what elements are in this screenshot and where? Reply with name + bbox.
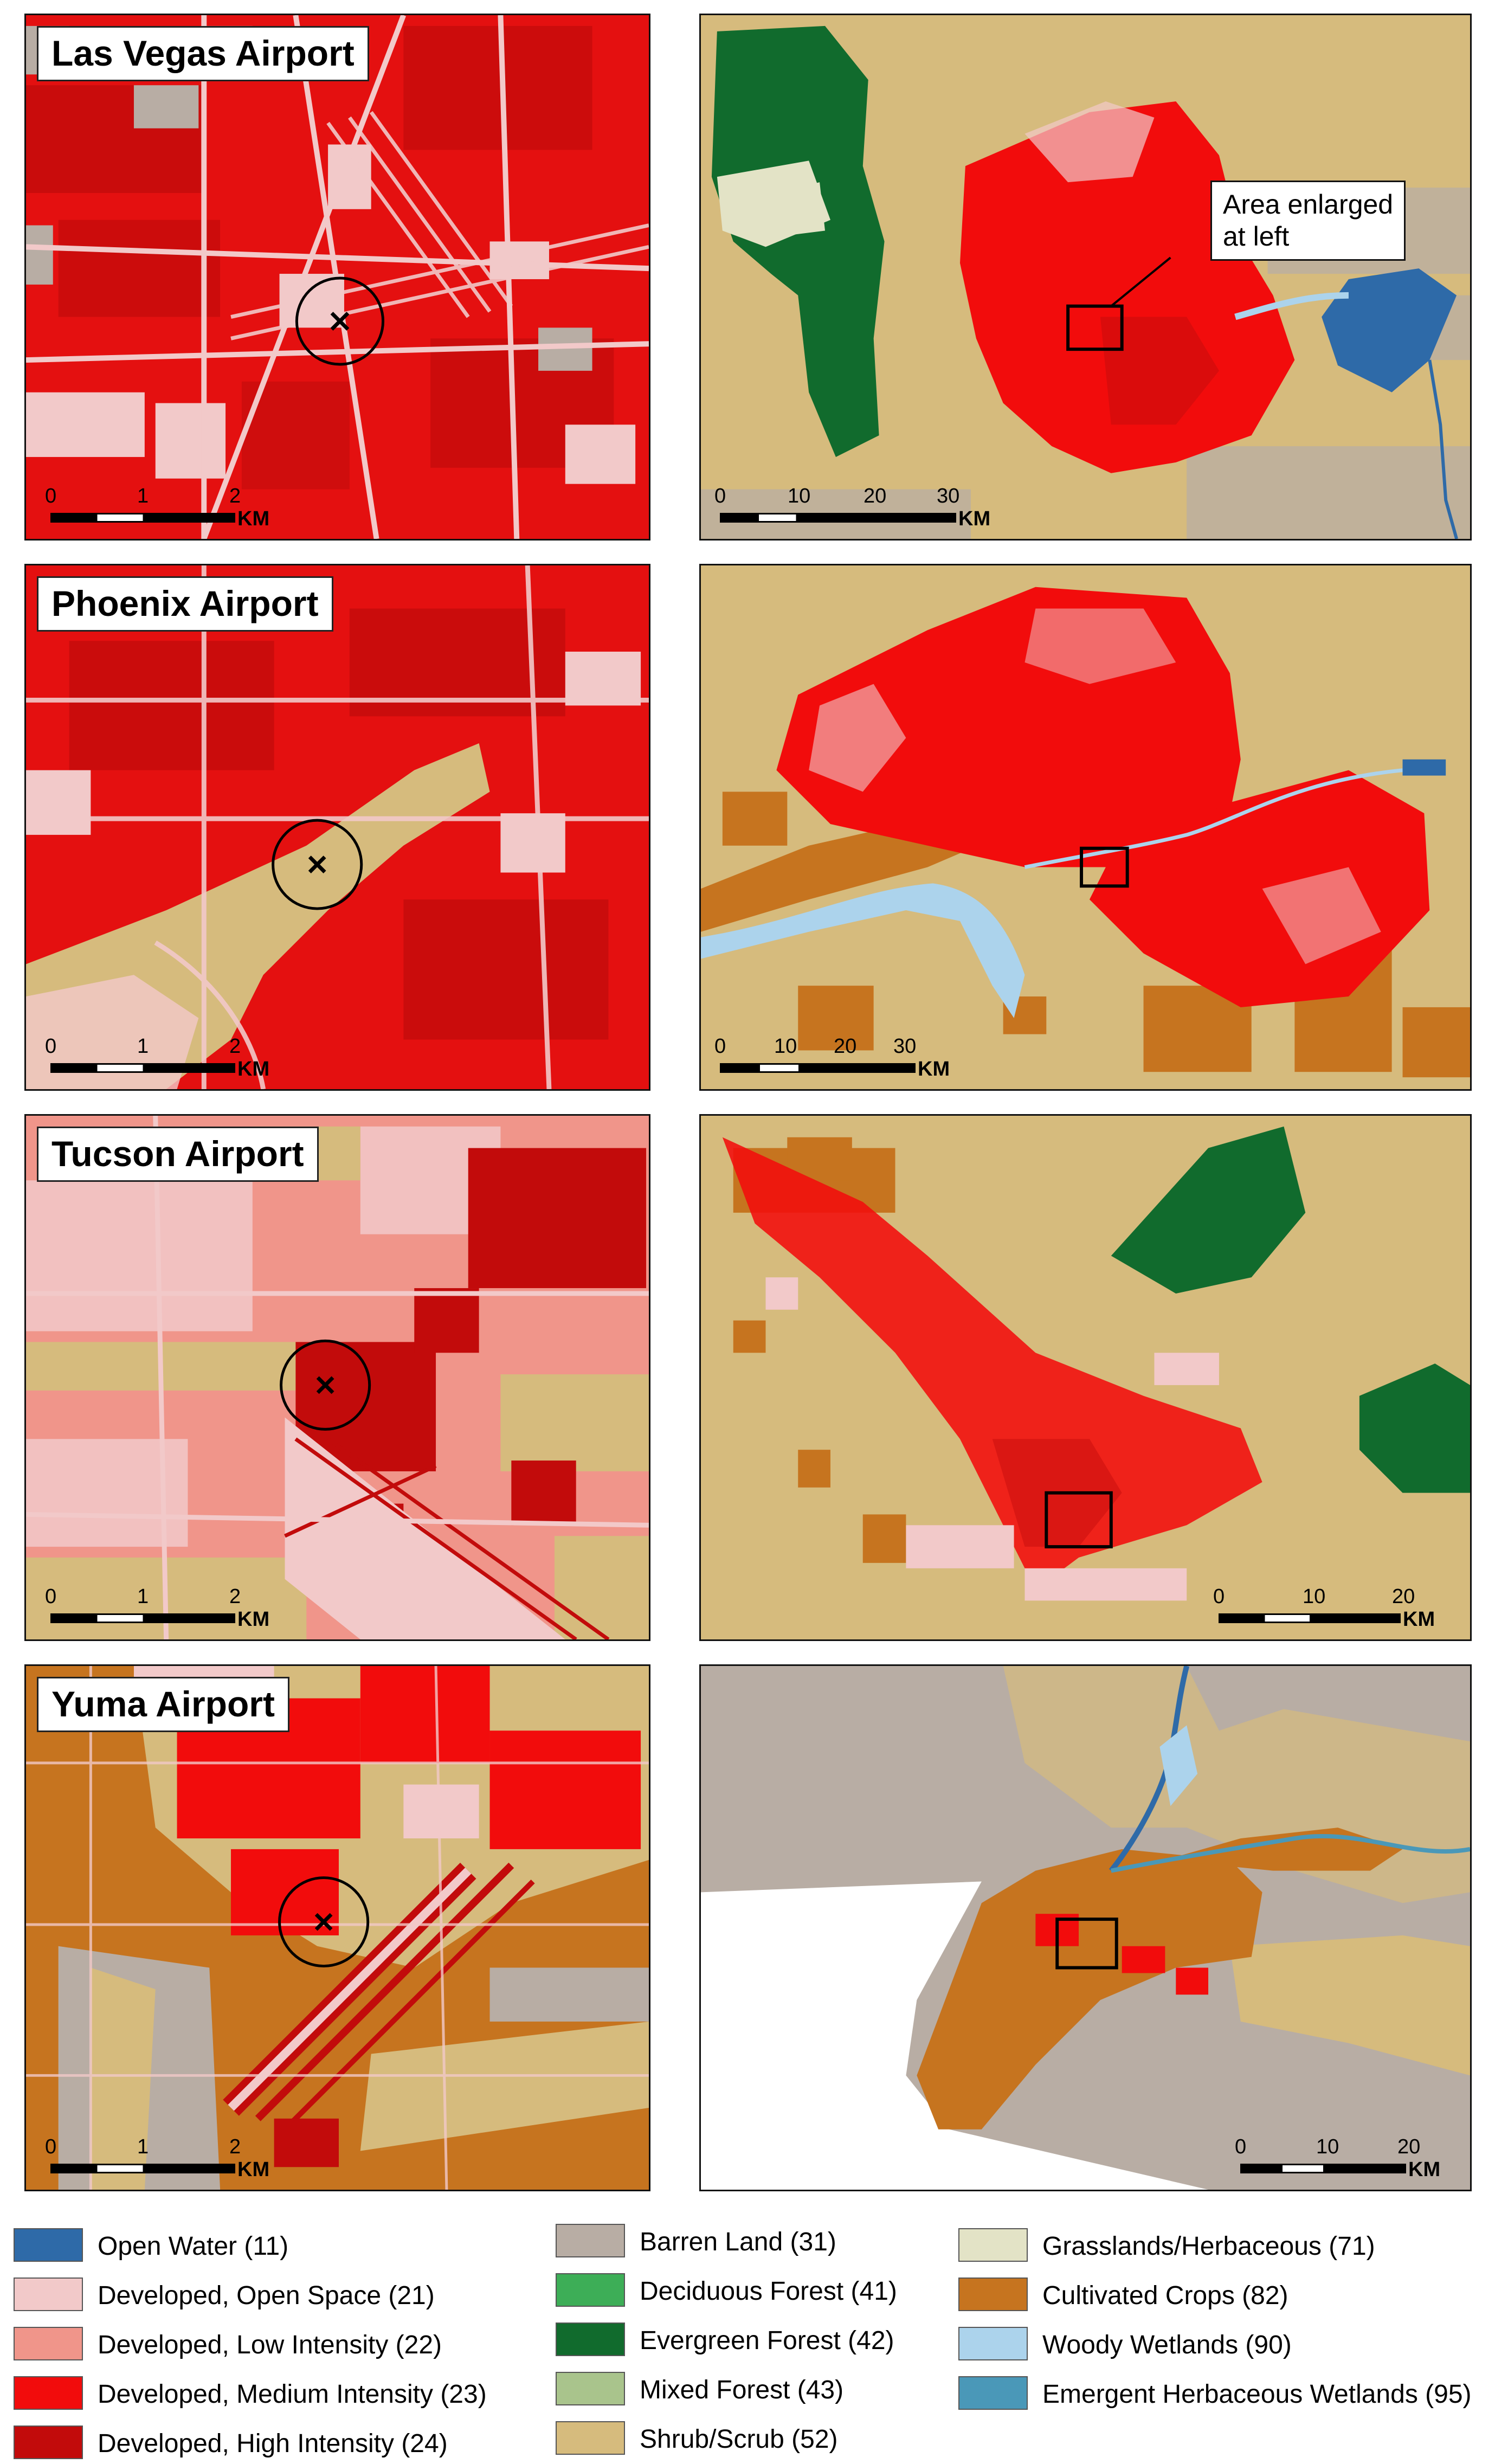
legend-swatch [958, 2327, 1028, 2360]
legend-label: Woody Wetlands (90) [1042, 2331, 1292, 2359]
lasvegas-right-scalebar: 0 10 20 30 KM [714, 485, 991, 530]
legend-label: Cultivated Crops (82) [1042, 2281, 1288, 2310]
yuma-title: Yuma Airport [37, 1677, 289, 1732]
yuma-airport-map: Yuma Airport 0 1 2 KM [24, 1664, 650, 2191]
airport-circle [280, 1339, 371, 1431]
legend-label: Deciduous Forest (41) [640, 2277, 897, 2306]
legend-label: Grasslands/Herbaceous (71) [1042, 2232, 1375, 2261]
phoenix-region-landcover [701, 565, 1470, 1089]
tucson-right-scalebar: 0 10 20 KM [1213, 1585, 1435, 1631]
airport-circle [295, 276, 385, 366]
phoenix-left-scalebar: 0 1 2 KM [45, 1035, 270, 1080]
landcover-legend: Open Water (11) Developed, Open Space (2… [0, 2217, 1495, 2464]
legend-swatch [556, 2421, 625, 2455]
tucson-airport-map: Tucson Airport 0 1 2 KM [24, 1114, 650, 1641]
legend-label: Emergent Herbaceous Wetlands (95) [1042, 2380, 1472, 2409]
legend-swatch [556, 2372, 625, 2405]
legend-label: Barren Land (31) [640, 2228, 836, 2256]
legend-swatch [14, 2228, 83, 2262]
legend-label: Open Water (11) [98, 2232, 289, 2261]
phoenix-region-map: 0 10 20 30 KM [699, 564, 1472, 1091]
legend-label: Developed, Open Space (21) [98, 2281, 435, 2310]
tucson-airport-landcover [26, 1116, 649, 1639]
yuma-right-scalebar: 0 10 20 KM [1235, 2135, 1441, 2181]
lasvegas-left-scalebar: 0 1 2 KM [45, 485, 270, 530]
lasvegas-airport-landcover [26, 15, 649, 539]
airport-x-marker [330, 312, 350, 331]
airport-x-marker [316, 1376, 334, 1394]
lasvegas-title: Las Vegas Airport [37, 26, 369, 81]
phoenix-right-scalebar: 0 10 20 30 KM [714, 1035, 950, 1080]
tucson-region-map: 0 10 20 KM [699, 1114, 1472, 1641]
airport-x-marker [314, 1913, 333, 1931]
legend-swatch [14, 2278, 83, 2311]
legend-label: Mixed Forest (43) [640, 2376, 844, 2404]
legend-swatch [958, 2278, 1028, 2311]
phoenix-airport-landcover [26, 565, 649, 1089]
airport-x-marker [308, 855, 326, 873]
legend-label: Shrub/Scrub (52) [640, 2425, 838, 2454]
legend-swatch [14, 2426, 83, 2459]
legend-label: Developed, High Intensity (24) [98, 2429, 448, 2458]
enlarged-area-box [1066, 304, 1124, 351]
legend-swatch [556, 2224, 625, 2257]
lasvegas-region-map: Area enlarged at left 0 10 20 30 KM [699, 14, 1472, 541]
enlarged-area-box [1045, 1491, 1113, 1549]
legend-swatch [14, 2327, 83, 2360]
airport-circle [272, 819, 363, 910]
legend-swatch [556, 2273, 625, 2307]
legend-swatch [556, 2323, 625, 2356]
lasvegas-region-landcover [701, 15, 1470, 539]
tucson-region-landcover [701, 1116, 1470, 1639]
phoenix-airport-map: Phoenix Airport 0 1 2 KM [24, 564, 650, 1091]
legend-swatch [958, 2228, 1028, 2262]
lasvegas-airport-map: Las Vegas Airport 0 1 2 KM [24, 14, 650, 541]
area-enlarged-callout: Area enlarged at left [1210, 181, 1406, 261]
yuma-left-scalebar: 0 1 2 KM [45, 2135, 270, 2181]
legend-swatch [958, 2376, 1028, 2410]
tucson-title: Tucson Airport [37, 1127, 319, 1182]
yuma-airport-landcover [26, 1666, 649, 2190]
legend-label: Evergreen Forest (42) [640, 2326, 894, 2355]
phoenix-title: Phoenix Airport [37, 576, 333, 632]
yuma-region-landcover [701, 1666, 1470, 2190]
enlarged-area-box [1080, 846, 1129, 888]
yuma-region-map: 0 10 20 KM [699, 1664, 1472, 2191]
airport-circle [278, 1876, 370, 1968]
tucson-left-scalebar: 0 1 2 KM [45, 1585, 270, 1631]
legend-label: Developed, Low Intensity (22) [98, 2331, 442, 2359]
legend-label: Developed, Medium Intensity (23) [98, 2380, 487, 2409]
enlarged-area-box [1055, 1918, 1118, 1970]
legend-swatch [14, 2376, 83, 2410]
